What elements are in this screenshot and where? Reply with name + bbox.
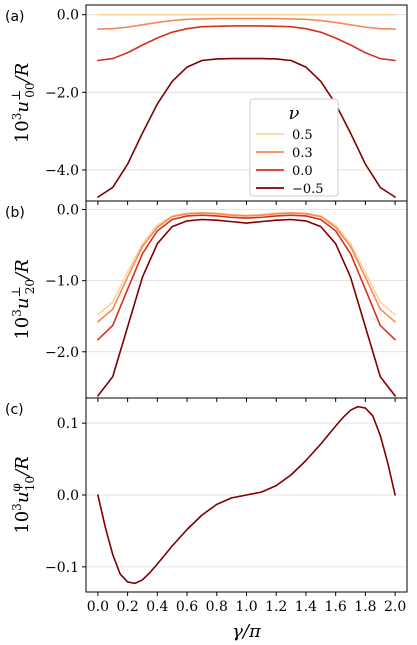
legend-title: ν [289, 103, 300, 124]
y-tick-label: −0.1 [45, 560, 79, 576]
series-line [97, 211, 396, 316]
panel-label: (c) [5, 402, 24, 418]
panel-label: (b) [5, 205, 25, 221]
legend-entry: −0.5 [292, 182, 324, 197]
y-axis-label: 103uφ10/R [9, 456, 37, 533]
legend-box [249, 98, 339, 197]
x-tick-label: 1.8 [354, 599, 376, 615]
x-tick-label: 1.4 [295, 599, 317, 615]
series-line [97, 405, 396, 585]
y-axis-label: 103u⊥20/R [9, 259, 37, 339]
x-tick-label: 2.0 [384, 599, 406, 615]
gridlines [86, 14, 407, 171]
series-line [97, 212, 396, 323]
series-line [97, 57, 396, 198]
y-tick-label: 0.0 [57, 488, 79, 504]
y-tick-label: −4.0 [45, 163, 79, 179]
series-line [97, 218, 396, 397]
y-axis-label: 103u⊥00/R [9, 63, 37, 143]
x-axis-label: γ/π [232, 621, 262, 642]
x-tick-label: 1.0 [235, 599, 257, 615]
x-tick-label: 0.4 [146, 599, 168, 615]
legend-entry: 0.3 [292, 146, 313, 161]
series-line [97, 214, 396, 341]
x-tick-label: 1.2 [265, 599, 287, 615]
x-tick-label: 1.6 [325, 599, 347, 615]
y-tick-label: 0.0 [57, 8, 79, 24]
panel-label: (a) [5, 9, 25, 25]
gridlines [86, 209, 407, 353]
series-line [97, 17, 396, 30]
x-tick-label: 0.0 [87, 599, 109, 615]
axes-frame [85, 200, 408, 399]
panel-a: 0.0 −2.0 −4.0 (a) 103u⊥00/R ν 0.5 0.3 0.0 −0.5 [5, 4, 408, 205]
y-tick-label: −2.0 [45, 345, 79, 361]
panel-c: 0.1 0.0 −0.1 (c) 103uφ10/R [5, 397, 408, 596]
y-tick-label: 0.1 [57, 416, 79, 432]
y-tick-label: −2.0 [45, 85, 79, 101]
x-tick-label: 0.8 [206, 599, 228, 615]
legend-entry: 0.0 [292, 164, 313, 179]
y-tick-label: −1.0 [45, 274, 79, 290]
y-tick-label: 0.0 [57, 203, 79, 219]
axes-frame [85, 4, 408, 202]
legend: ν 0.5 0.3 0.0 −0.5 [249, 98, 339, 197]
x-tick-label: 0.6 [176, 599, 198, 615]
legend-entry: 0.5 [292, 128, 313, 143]
series-line [97, 25, 396, 62]
panel-b: 0.0 −1.0 −2.0 (b) 103u⊥20/R [5, 200, 408, 402]
x-tick-label: 0.2 [116, 599, 138, 615]
